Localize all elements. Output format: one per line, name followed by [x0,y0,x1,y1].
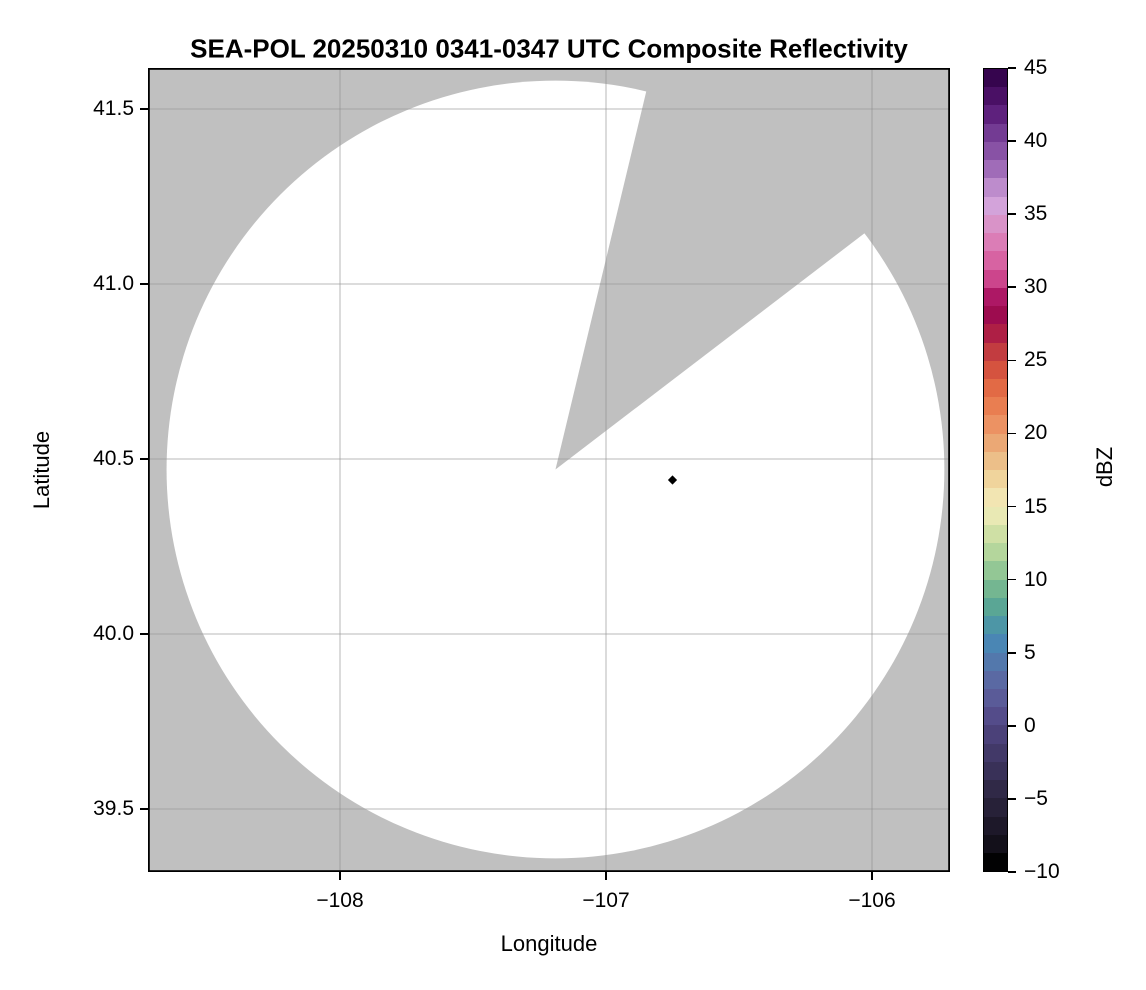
colorbar-tick [1008,359,1016,362]
colorbar-band [984,488,1007,507]
y-tick-label: 40.0 [93,622,134,645]
colorbar-band [984,506,1007,525]
colorbar-band [984,397,1007,416]
y-axis-tick [140,633,148,635]
x-tick-label: −106 [848,889,896,912]
reflectivity-echo-point [667,475,678,485]
y-axis-tick [140,458,148,460]
colorbar-band [984,378,1007,398]
colorbar-band [984,87,1007,106]
x-tick-label: −108 [316,889,364,912]
colorbar-band [984,415,1007,434]
colorbar-tick-label: 20 [1024,421,1048,445]
colorbar-tick-label: −10 [1024,860,1060,883]
x-tick-label: −107 [582,889,630,912]
colorbar-band [984,160,1007,179]
colorbar-tick-label: 30 [1024,275,1048,299]
colorbar-tick [1008,432,1016,435]
colorbar-band [984,324,1007,343]
colorbar-band [984,597,1007,617]
colorbar-band [984,470,1007,489]
plot-area [148,68,950,872]
colorbar-tick-label: 10 [1024,567,1048,591]
colorbar-band [984,670,1007,689]
y-axis-tick [140,108,148,110]
colorbar-tick [1008,798,1016,800]
colorbar-tick [1008,578,1016,581]
colorbar-band [984,853,1007,872]
x-axis-tick [339,872,341,880]
colorbar-band [984,816,1007,835]
colorbar-band [984,561,1007,580]
colorbar-tick-label: −5 [1024,786,1048,810]
colorbar-band [984,105,1007,124]
colorbar-tick-label: 40 [1024,129,1048,153]
colorbar-band [984,360,1007,379]
colorbar-band [984,761,1007,781]
colorbar-band [984,178,1007,197]
y-tick-label: 41.5 [93,97,134,120]
y-tick-label: 41.0 [93,272,134,295]
colorbar-tick [1008,286,1016,289]
colorbar-band [984,214,1007,234]
colorbar-band [984,233,1007,252]
axes-spine [148,68,950,872]
colorbar-band [984,688,1007,708]
colorbar-band [984,579,1007,598]
colorbar-tick-label: 25 [1024,348,1048,372]
colorbar-band [984,69,1007,88]
colorbar-band [984,433,1007,452]
colorbar-tick-label: 5 [1024,640,1036,664]
y-tick-label: 40.5 [93,447,134,470]
colorbar-tick [1008,67,1016,69]
chart-title: SEA-POL 20250310 0341-0347 UTC Composite… [190,33,908,64]
colorbar-tick [1008,871,1016,873]
colorbar-band [984,616,1007,635]
colorbar-band [984,543,1007,562]
colorbar-label: dBZ [1092,446,1117,488]
colorbar-band [984,652,1007,671]
colorbar-band [984,725,1007,744]
colorbar-band [984,524,1007,544]
colorbar-band [984,287,1007,307]
colorbar-band [984,141,1007,161]
y-axis-tick [140,283,148,285]
colorbar-band [984,798,1007,817]
x-axis-label: Longitude [500,931,598,956]
colorbar [983,68,1008,872]
colorbar-tick [1008,725,1016,727]
colorbar-band [984,707,1007,726]
colorbar-band [984,834,1007,854]
y-tick-label: 39.5 [93,797,134,820]
colorbar-band [984,123,1007,142]
y-axis-tick [140,808,148,810]
colorbar-tick [1008,651,1016,654]
colorbar-band [984,196,1007,215]
blocked-sector-wedge [555,68,950,470]
colorbar-band [984,451,1007,471]
colorbar-band [984,780,1007,799]
colorbar-tick [1008,140,1016,142]
x-axis-tick [871,872,873,880]
colorbar-band [984,306,1007,325]
colorbar-band [984,251,1007,270]
colorbar-band [984,269,1007,288]
colorbar-tick-label: 15 [1024,494,1048,518]
colorbar-tick [1008,213,1016,215]
colorbar-tick-label: 35 [1024,202,1048,226]
colorbar-band [984,634,1007,653]
x-axis-tick [605,872,607,880]
colorbar-tick-label: 45 [1024,56,1048,79]
colorbar-tick-label: 0 [1024,713,1036,737]
colorbar-band [984,342,1007,361]
colorbar-tick [1008,505,1016,508]
colorbar-band [984,743,1007,762]
y-axis-label: Latitude [29,430,54,510]
